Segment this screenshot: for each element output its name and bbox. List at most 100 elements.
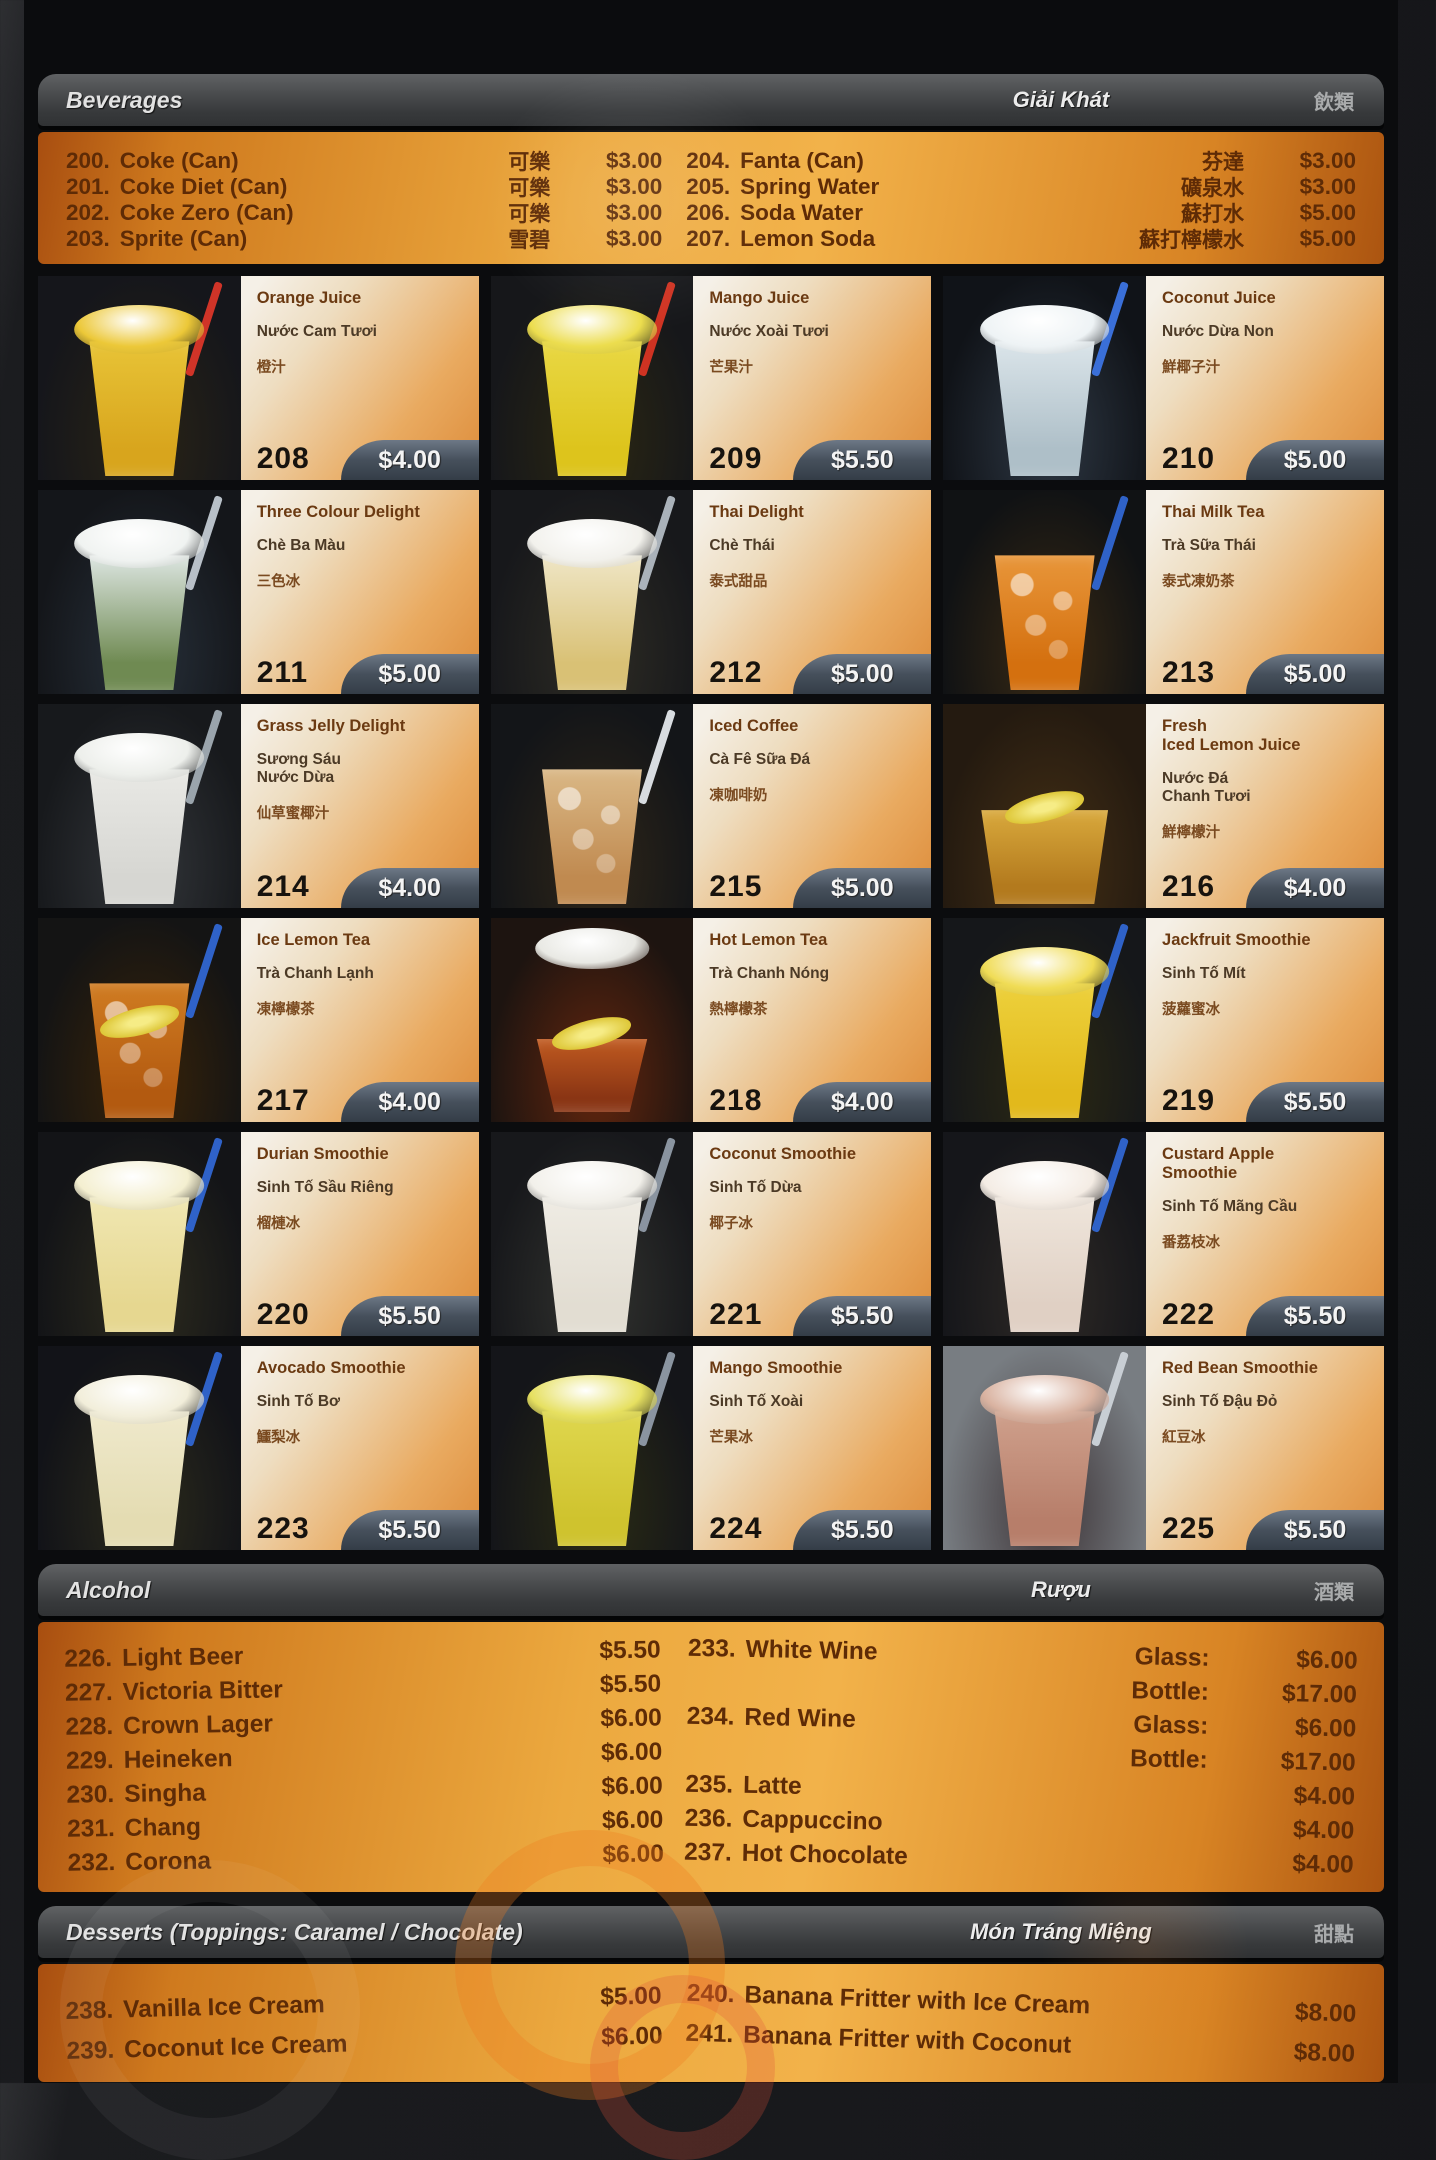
- item-number: 234.: [686, 1702, 735, 1731]
- item-name: 226. Light Beer: [64, 1638, 543, 1674]
- alcohol-panel: 226. Light Beer $5.50 227. Victoria Bitter…: [38, 1622, 1384, 1892]
- ice-dome: [979, 304, 1110, 354]
- number-price-row: 216 $4.00: [1146, 866, 1384, 908]
- item-price: $5.00: [1299, 226, 1356, 251]
- drink-name-chinese: 凍咖啡奶: [709, 788, 768, 804]
- drink-name-vietnamese: Sinh Tố Đậu Đỏ: [1162, 1393, 1278, 1410]
- drink-name-chinese: 芒果汁: [709, 360, 753, 376]
- item-label: Cappuccino: [742, 1805, 884, 1836]
- item-name-chinese: 可樂: [508, 151, 551, 174]
- drink-photo: [38, 276, 241, 480]
- section-title-vietnamese: Giải Khát: [1012, 87, 1110, 112]
- serving-label: Glass:: [1133, 1711, 1209, 1740]
- drink-photo: [943, 1132, 1147, 1336]
- drink-info-panel: Thai Milk Tea Trà Sữa Thái 泰式凍奶茶 213 $5.…: [1146, 490, 1384, 694]
- section-title-vietnamese: Rượu: [1031, 1577, 1091, 1602]
- ice-dome: [74, 518, 205, 568]
- item-name: 230. Singha: [66, 1774, 545, 1810]
- item-price: $17.00: [1280, 1748, 1357, 1777]
- drink-card: Hot Lemon Tea Trà Chanh Nóng 熱檸檬茶 218 $4…: [490, 918, 932, 1122]
- drink-number: 214: [256, 870, 310, 903]
- drink-name-vietnamese: Sinh Tố Mãng Cầu: [1162, 1198, 1298, 1215]
- item-price: $6.00: [601, 1772, 663, 1801]
- drink-price: $4.00: [340, 1082, 479, 1122]
- ice-cubes: [994, 555, 1095, 690]
- drink-number: 220: [256, 1298, 310, 1331]
- item-number: 202.: [66, 200, 110, 225]
- drink-name-english: Coconut Smoothie: [709, 1145, 857, 1163]
- item-label: Vanilla Ice Cream: [122, 1991, 326, 2024]
- item-label: White Wine: [745, 1635, 879, 1666]
- drink-name-english: Fresh Iced Lemon Juice: [1162, 717, 1301, 754]
- drink-card: Fresh Iced Lemon Juice Nước Đá Chanh Tươi …: [943, 704, 1384, 908]
- item-number: 241.: [685, 2019, 734, 2049]
- serving-label: [1040, 1792, 1233, 1796]
- number-price-row: 217 $4.00: [241, 1080, 479, 1122]
- ice-dome: [74, 732, 205, 782]
- drink-name-chinese: 鮮椰子汁: [1162, 360, 1221, 376]
- section-title-chinese: 酒類: [1314, 1581, 1354, 1604]
- item-label: Coke Diet (Can): [119, 174, 288, 199]
- item-number: 237.: [684, 1838, 733, 1867]
- desserts-section: Desserts (Toppings: Caramel / Chocolate)…: [38, 1906, 1384, 2082]
- glass: [542, 555, 642, 690]
- drink-price: $5.50: [793, 440, 932, 480]
- item-label: Coke (Can): [119, 148, 239, 173]
- drink-name-vietnamese: Trà Chanh Lạnh: [256, 965, 374, 982]
- drink-name-chinese: 椰子冰: [709, 1216, 753, 1232]
- drink-card: Grass Jelly Delight Sương Sáu Nước Dừa 仙草…: [38, 704, 479, 908]
- number-price-row: 222 $5.50: [1146, 1294, 1384, 1336]
- drink-card: Coconut Smoothie Sinh Tố Dừa 椰子冰 221 $5.…: [490, 1132, 932, 1336]
- item-label: Chang: [124, 1813, 202, 1842]
- item-label: Banana Fritter with Ice Cream: [744, 1981, 1091, 2020]
- menu-item-row: 203. Sprite (Can) 雪碧 $3.00: [66, 224, 662, 252]
- number-price-row: 209 $5.50: [693, 438, 932, 480]
- item-label: Banana Fritter with Coconut: [743, 2021, 1072, 2059]
- item-label: Spring Water: [740, 174, 880, 199]
- drink-name-english: Custard Apple Smoothie: [1162, 1145, 1275, 1182]
- item-number: 231.: [66, 1815, 115, 1843]
- item-number: 228.: [65, 1713, 114, 1741]
- drink-card: Red Bean Smoothie Sinh Tố Đậu Đỏ 紅豆冰 225…: [943, 1346, 1384, 1550]
- number-price-row: 225 $5.50: [1146, 1508, 1384, 1550]
- drink-name-vietnamese: Sinh Tố Sầu Riêng: [256, 1179, 394, 1196]
- drink-cards-grid: Orange Juice Nước Cam Tươi 橙汁 208 $4.00: [38, 276, 1384, 1550]
- ice-dome: [527, 1160, 657, 1210]
- item-number: 235.: [685, 1770, 734, 1799]
- canned-drinks-panel: 200. Coke (Can) 可樂 $3.00 201. Coke Diet (C…: [38, 132, 1384, 264]
- glass: [994, 341, 1095, 476]
- drink-name-english: Thai Delight: [709, 503, 804, 521]
- drink-info-panel: Ice Lemon Tea Trà Chanh Lạnh 凍檸檬茶 217 $4…: [240, 918, 479, 1122]
- drink-card: Thai Milk Tea Trà Sữa Thái 泰式凍奶茶 213 $5.…: [943, 490, 1384, 694]
- ice-dome: [535, 928, 649, 969]
- drink-number: 209: [709, 442, 763, 475]
- glass: [542, 1197, 642, 1332]
- drink-card: Mango Smoothie Sinh Tố Xoài 芒果冰 224 $5.5…: [490, 1346, 932, 1550]
- item-name: 234. Red Wine: [687, 1700, 1042, 1741]
- price-line: $4.00: [1039, 1842, 1355, 1882]
- item-name-chinese: 可樂: [508, 177, 551, 200]
- drink-name-english: Iced Coffee: [709, 717, 799, 735]
- drink-photo: [943, 918, 1147, 1122]
- item-number: 230.: [66, 1781, 115, 1809]
- drink-card: Avocado Smoothie Sinh Tố Bơ 鱷梨冰 223 $5.5…: [38, 1346, 479, 1550]
- drink-photo: [943, 1346, 1147, 1550]
- item-name: 238. Vanilla Ice Cream: [65, 1985, 544, 2026]
- item-name: 204. Fanta (Can): [686, 148, 1069, 174]
- drink-photo: [490, 1346, 694, 1550]
- drink-number: 217: [256, 1084, 310, 1117]
- drink-name-chinese: 三色冰: [256, 574, 301, 590]
- number-price-row: 211 $5.00: [241, 652, 479, 694]
- number-price-row: 219 $5.50: [1146, 1080, 1384, 1122]
- drink-photo: [943, 490, 1147, 694]
- item-name: 203. Sprite (Can): [66, 226, 400, 252]
- drink-info-panel: Three Colour Delight Chè Ba Màu 三色冰 211 …: [240, 490, 479, 694]
- drink-price: $5.50: [793, 1510, 932, 1550]
- glass: [994, 1197, 1095, 1332]
- drink-price: $5.50: [340, 1296, 479, 1336]
- drink-name-vietnamese: Sinh Tố Mít: [1162, 965, 1246, 982]
- glass: [536, 1038, 648, 1112]
- item-label: Coconut Ice Cream: [123, 2030, 348, 2064]
- drink-info-panel: Avocado Smoothie Sinh Tố Bơ 鱷梨冰 223 $5.5…: [240, 1346, 479, 1550]
- number-price-row: 208 $4.00: [241, 438, 479, 480]
